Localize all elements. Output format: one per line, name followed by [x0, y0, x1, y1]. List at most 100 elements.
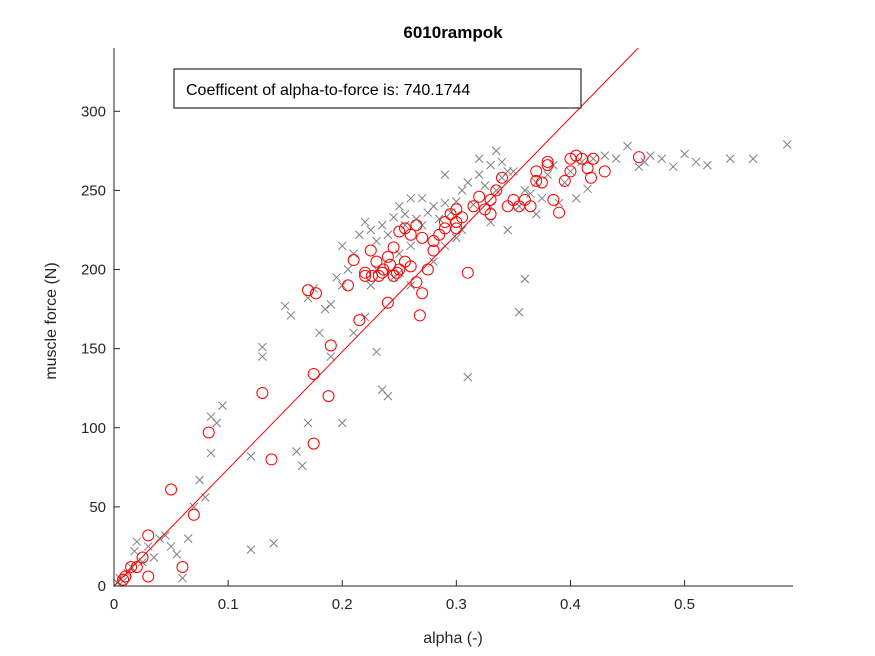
data-point-cross: [474, 170, 484, 179]
data-point-cross: [429, 201, 438, 211]
data-point-cross: [343, 265, 353, 274]
data-point-circle: [585, 171, 598, 184]
data-point-circle: [165, 483, 178, 496]
data-point-cross: [280, 301, 290, 311]
data-point-cross: [257, 352, 267, 361]
data-point-circle: [410, 219, 423, 232]
data-point-cross: [463, 178, 473, 187]
plot-marks: [113, 48, 792, 588]
data-point-circle: [265, 453, 278, 466]
data-point-cross: [292, 447, 301, 456]
data-point-cross: [337, 241, 347, 251]
data-point-cross: [451, 233, 461, 243]
y-tick-label: 250: [81, 182, 106, 199]
data-point-circle: [384, 258, 397, 271]
data-point-cross: [503, 225, 513, 235]
data-point-cross: [394, 249, 404, 259]
x-tick-label: 0.4: [560, 596, 581, 613]
data-point-cross: [480, 181, 490, 191]
data-point-circle: [421, 263, 434, 276]
x-axis-label: alpha (-): [423, 630, 483, 647]
x-tick-label: 0.3: [446, 596, 467, 613]
data-point-circle: [530, 174, 543, 187]
data-point-cross: [571, 193, 581, 203]
data-point-circle: [484, 208, 497, 221]
data-point-cross: [315, 328, 324, 338]
data-point-circle: [547, 193, 560, 206]
data-point-cross: [657, 154, 667, 164]
data-point-circle: [125, 561, 138, 574]
data-point-circle: [142, 570, 155, 583]
data-point-cross: [583, 184, 592, 194]
data-point-cross: [474, 154, 484, 164]
y-tick-label: 100: [81, 420, 106, 437]
data-point-circle: [130, 561, 143, 574]
data-point-cross: [497, 157, 507, 167]
data-point-circle: [564, 165, 577, 178]
data-point-cross: [389, 212, 398, 222]
data-point-cross: [372, 347, 381, 357]
data-point-cross: [680, 149, 689, 159]
data-point-cross: [130, 546, 139, 556]
data-point-cross: [566, 167, 575, 176]
data-point-circle: [364, 244, 377, 257]
data-point-circle: [341, 279, 354, 292]
data-point-circle: [307, 437, 320, 450]
data-point-cross: [725, 154, 735, 164]
data-point-circle: [553, 206, 566, 219]
data-point-cross: [748, 154, 758, 164]
data-point-cross: [691, 157, 701, 167]
data-point-cross: [172, 549, 182, 559]
data-point-cross: [326, 299, 336, 309]
data-point-circle: [490, 184, 503, 197]
data-point-cross: [509, 167, 518, 176]
data-point-circle: [256, 386, 269, 399]
data-point-circle: [484, 193, 497, 206]
data-point-cross: [286, 311, 296, 320]
data-point-cross: [623, 141, 632, 151]
data-point-circle: [353, 314, 366, 327]
data-point-cross: [218, 401, 227, 410]
data-point-circle: [119, 570, 132, 583]
data-point-cross: [406, 280, 416, 290]
data-point-cross: [429, 257, 438, 266]
data-point-cross: [337, 418, 347, 428]
data-point-cross: [354, 230, 364, 240]
data-point-cross: [349, 249, 359, 259]
data-point-circle: [309, 287, 322, 300]
data-point-cross: [360, 312, 370, 322]
data-point-cross: [246, 545, 256, 554]
data-point-cross: [257, 342, 267, 352]
data-point-cross: [491, 146, 501, 156]
data-point-cross: [326, 352, 336, 361]
data-point-cross: [600, 151, 610, 160]
data-point-cross: [366, 225, 376, 235]
data-point-circle: [142, 529, 155, 542]
data-point-circle: [365, 269, 378, 282]
chart-title: 6010rampok: [403, 23, 503, 42]
data-point-cross: [611, 154, 621, 164]
data-point-cross: [514, 201, 524, 211]
data-point-circle: [416, 231, 429, 244]
data-point-circle: [117, 573, 130, 586]
data-point-circle: [404, 260, 417, 273]
data-point-circle: [307, 367, 320, 380]
data-point-circle: [564, 152, 577, 165]
data-point-cross: [520, 274, 530, 284]
data-point-circle: [450, 216, 463, 229]
data-point-circle: [450, 203, 463, 216]
data-point-cross: [400, 209, 410, 219]
data-point-circle: [359, 266, 372, 279]
data-point-cross: [320, 304, 330, 314]
data-point-cross: [349, 328, 359, 338]
data-point-cross: [668, 162, 678, 172]
y-tick-label: 300: [81, 103, 106, 120]
data-point-circle: [324, 339, 337, 352]
data-point-cross: [178, 573, 187, 583]
data-point-circle: [416, 287, 429, 300]
y-tick-label: 200: [81, 262, 106, 279]
data-point-circle: [541, 159, 554, 172]
data-point-cross: [206, 448, 216, 458]
data-point-cross: [212, 418, 222, 428]
data-point-cross: [440, 198, 450, 208]
